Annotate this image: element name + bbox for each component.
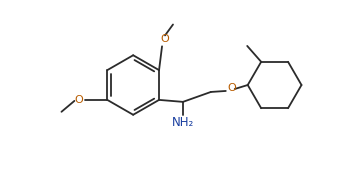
Text: NH₂: NH₂ bbox=[172, 116, 194, 129]
Text: O: O bbox=[74, 95, 83, 105]
Text: O: O bbox=[227, 83, 236, 93]
Text: O: O bbox=[161, 34, 169, 44]
